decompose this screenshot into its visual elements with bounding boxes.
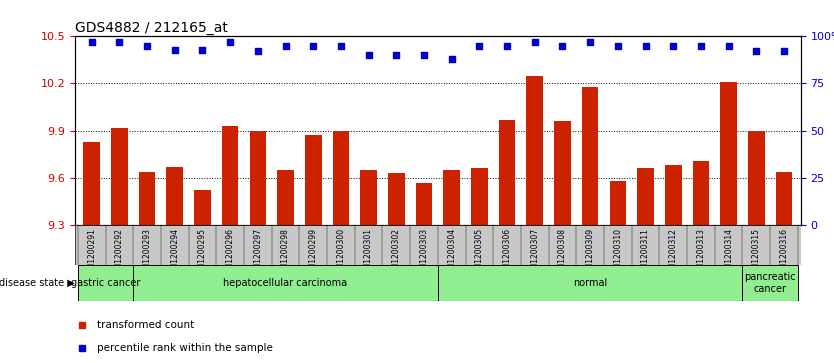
Text: GSM1200305: GSM1200305	[475, 228, 484, 280]
Point	[528, 39, 541, 45]
Text: GSM1200311: GSM1200311	[641, 228, 650, 279]
Point	[196, 46, 209, 52]
Text: percentile rank within the sample: percentile rank within the sample	[97, 343, 273, 354]
Text: GSM1200303: GSM1200303	[420, 228, 429, 280]
Bar	[249, 131, 266, 225]
Point	[611, 43, 625, 49]
Point	[224, 39, 237, 45]
Bar	[138, 172, 155, 225]
Bar	[721, 82, 737, 225]
Text: GSM1200310: GSM1200310	[613, 228, 622, 279]
Text: GSM1200309: GSM1200309	[585, 228, 595, 280]
Text: GSM1200312: GSM1200312	[669, 228, 678, 279]
Text: GSM1200316: GSM1200316	[780, 228, 788, 279]
Bar	[748, 131, 765, 225]
Bar	[637, 168, 654, 225]
Bar	[554, 121, 570, 225]
Bar	[75, 225, 801, 265]
Bar	[194, 191, 211, 225]
Bar	[305, 135, 322, 225]
Point	[251, 49, 264, 54]
Text: GSM1200293: GSM1200293	[143, 228, 152, 279]
Bar	[438, 265, 742, 301]
Point	[584, 39, 597, 45]
Text: GSM1200291: GSM1200291	[88, 228, 96, 279]
Text: disease state ▶: disease state ▶	[0, 278, 74, 288]
Bar	[133, 265, 438, 301]
Point	[722, 43, 736, 49]
Bar	[742, 265, 798, 301]
Bar	[692, 160, 709, 225]
Bar	[78, 265, 133, 301]
Text: GSM1200300: GSM1200300	[336, 228, 345, 280]
Text: GSM1200304: GSM1200304	[447, 228, 456, 280]
Point	[445, 56, 459, 62]
Point	[500, 43, 514, 49]
Text: transformed count: transformed count	[97, 320, 194, 330]
Bar	[277, 170, 294, 225]
Point	[168, 46, 182, 52]
Text: GSM1200308: GSM1200308	[558, 228, 567, 279]
Point	[279, 43, 292, 49]
Point	[307, 43, 320, 49]
Bar	[499, 120, 515, 225]
Text: GSM1200298: GSM1200298	[281, 228, 290, 279]
Text: pancreatic
cancer: pancreatic cancer	[745, 272, 796, 294]
Bar	[582, 87, 599, 225]
Bar	[388, 173, 404, 225]
Point	[639, 43, 652, 49]
Text: GSM1200314: GSM1200314	[724, 228, 733, 279]
Text: GSM1200301: GSM1200301	[364, 228, 373, 279]
Point	[362, 52, 375, 58]
Point	[555, 43, 569, 49]
Text: GSM1200297: GSM1200297	[254, 228, 263, 279]
Bar	[222, 126, 239, 225]
Point	[694, 43, 707, 49]
Point	[750, 49, 763, 54]
Bar	[776, 172, 792, 225]
Text: GDS4882 / 212165_at: GDS4882 / 212165_at	[75, 21, 228, 35]
Point	[666, 43, 680, 49]
Point	[85, 39, 98, 45]
Text: GSM1200315: GSM1200315	[751, 228, 761, 279]
Bar	[333, 131, 349, 225]
Point	[777, 49, 791, 54]
Point	[140, 43, 153, 49]
Bar	[111, 127, 128, 225]
Bar	[471, 168, 488, 225]
Bar	[526, 76, 543, 225]
Bar	[610, 181, 626, 225]
Text: normal: normal	[573, 278, 607, 288]
Point	[334, 43, 348, 49]
Text: GSM1200292: GSM1200292	[115, 228, 124, 279]
Text: gastric cancer: gastric cancer	[71, 278, 140, 288]
Bar	[665, 165, 681, 225]
Bar	[83, 142, 100, 225]
Bar	[444, 170, 460, 225]
Text: GSM1200302: GSM1200302	[392, 228, 401, 279]
Text: GSM1200295: GSM1200295	[198, 228, 207, 279]
Bar	[167, 167, 183, 225]
Point	[113, 39, 126, 45]
Text: GSM1200313: GSM1200313	[696, 228, 706, 279]
Text: GSM1200294: GSM1200294	[170, 228, 179, 279]
Text: GSM1200296: GSM1200296	[226, 228, 234, 279]
Point	[389, 52, 403, 58]
Bar	[415, 183, 432, 225]
Text: GSM1200299: GSM1200299	[309, 228, 318, 279]
Text: GSM1200307: GSM1200307	[530, 228, 540, 280]
Text: GSM1200306: GSM1200306	[503, 228, 511, 280]
Point	[473, 43, 486, 49]
Point	[417, 52, 430, 58]
Bar	[360, 170, 377, 225]
Text: hepatocellular carcinoma: hepatocellular carcinoma	[224, 278, 348, 288]
